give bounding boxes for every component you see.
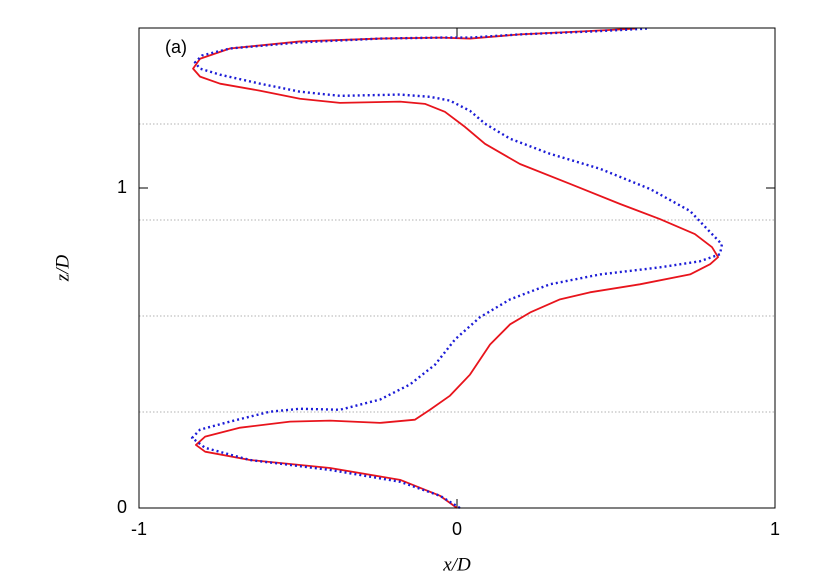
annotation: (a): [165, 37, 187, 57]
series-line: [190, 27, 724, 510]
x-tick-label: -1: [131, 519, 147, 539]
y-axis-label: z/D: [52, 255, 73, 283]
series-line: [192, 27, 719, 509]
x-tick-label: 1: [770, 519, 780, 539]
x-tick-label: 0: [452, 519, 462, 539]
y-tick-label: 1: [117, 177, 127, 197]
x-axis-label: x/D: [442, 554, 471, 575]
y-tick-label: 0: [117, 497, 127, 517]
plot-frame: [138, 27, 776, 509]
